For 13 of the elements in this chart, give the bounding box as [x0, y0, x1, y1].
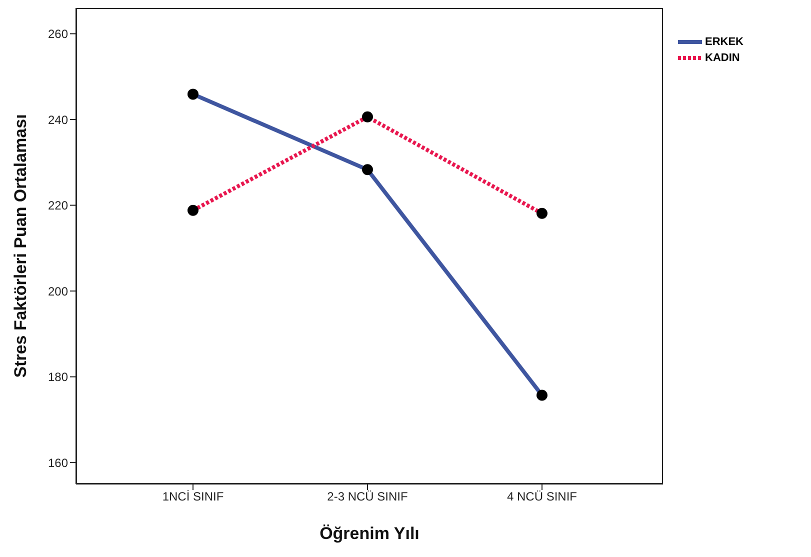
x-tick-label: 1NCİ SINIF — [162, 490, 224, 504]
y-tick-label: 200 — [48, 284, 68, 298]
y-tick-label: 220 — [48, 198, 68, 213]
y-axis-title: Stres Faktörleri Puan Ortalaması — [11, 114, 30, 378]
y-tick-label: 240 — [48, 112, 68, 127]
y-tick-label: 260 — [48, 26, 68, 41]
legend-label: KADIN — [705, 52, 740, 64]
x-axis-title: Öğrenim Yılı — [320, 524, 420, 543]
legend-label: ERKEK — [705, 36, 744, 48]
y-tick-label: 180 — [48, 370, 68, 384]
x-tick-label: 4 NCÜ SINIF — [506, 490, 578, 504]
y-tick-label: 160 — [48, 456, 68, 470]
x-tick-label: 2-3 NCÜ SINIF — [327, 490, 408, 504]
